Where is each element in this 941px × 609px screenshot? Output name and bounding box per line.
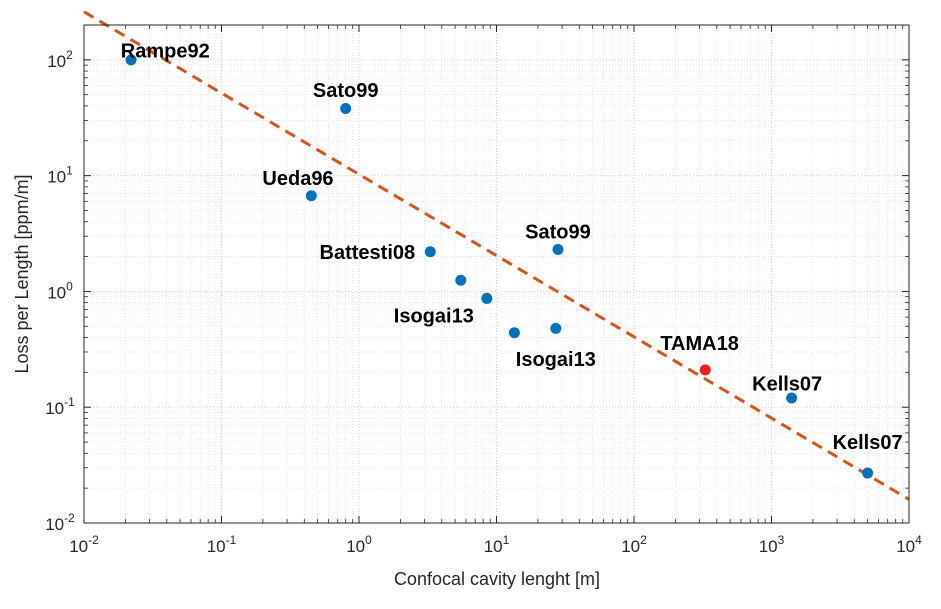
y-tick-label: 102 — [47, 48, 73, 71]
data-point — [862, 467, 874, 479]
x-tick-label: 10-2 — [69, 533, 99, 556]
data-point — [340, 103, 352, 115]
tama18-point — [699, 364, 711, 376]
x-tick-exponent: -2 — [88, 533, 99, 547]
y-tick-base: 10 — [47, 168, 66, 187]
x-axis-title: Confocal cavity lenght [m] — [394, 569, 600, 589]
x-tick-base: 10 — [69, 537, 88, 556]
x-tick-base: 10 — [484, 537, 503, 556]
x-tick-exponent: 2 — [640, 533, 647, 547]
x-tick-base: 10 — [346, 537, 365, 556]
x-tick-exponent: 0 — [365, 533, 372, 547]
y-tick-base: 10 — [47, 283, 66, 302]
x-tick-label: 102 — [621, 533, 647, 556]
data-point — [455, 274, 467, 286]
y-tick-label: 101 — [47, 164, 73, 187]
y-tick-exponent: -1 — [64, 395, 75, 409]
data-points — [125, 54, 874, 479]
x-tick-exponent: 3 — [778, 533, 785, 547]
x-tick-label: 104 — [896, 533, 922, 556]
point-label: Kells07 — [833, 432, 903, 454]
point-label: Isogai13 — [394, 305, 474, 327]
x-tick-base: 10 — [759, 537, 778, 556]
y-tick-exponent: 0 — [66, 279, 73, 293]
y-tick-label: 10-2 — [45, 511, 75, 534]
data-point — [786, 392, 798, 404]
data-point — [125, 54, 137, 66]
data-point — [552, 244, 564, 256]
y-tick-base: 10 — [47, 52, 66, 71]
data-point — [305, 190, 317, 202]
y-tick-exponent: 1 — [66, 164, 73, 178]
y-tick-exponent: 2 — [66, 48, 73, 62]
data-point — [424, 246, 436, 258]
point-label: TAMA18 — [660, 333, 739, 355]
y-tick-exponent: -2 — [64, 511, 75, 525]
x-tick-label: 100 — [346, 533, 372, 556]
y-tick-base: 10 — [45, 399, 64, 418]
data-point — [508, 327, 520, 339]
point-label: Ueda96 — [262, 168, 333, 190]
data-point — [481, 292, 493, 304]
point-label: Kells07 — [752, 374, 822, 396]
axis-ticks — [83, 25, 910, 524]
point-label: Sato99 — [525, 221, 591, 243]
y-tick-label: 10-1 — [45, 395, 75, 418]
point-labels: Rampe92 Sato99 Ueda96 Battesti08 Sato99 Isoga… — [121, 41, 903, 454]
fit-line — [83, 10, 910, 501]
point-label: Battesti08 — [320, 242, 416, 264]
fit-line-group — [83, 10, 910, 501]
x-tick-label: 103 — [759, 533, 785, 556]
x-tick-exponent: 1 — [503, 533, 510, 547]
y-tick-label: 100 — [47, 279, 73, 302]
x-tick-exponent: -1 — [226, 533, 237, 547]
x-tick-base: 10 — [621, 537, 640, 556]
y-tick-base: 10 — [45, 515, 64, 534]
point-label: Rampe92 — [121, 41, 210, 63]
y-axis-title: Loss per Length [ppm/m] — [12, 174, 32, 373]
x-tick-label: 101 — [484, 533, 510, 556]
data-point — [550, 322, 562, 334]
x-tick-base: 10 — [207, 537, 226, 556]
x-tick-label: 10-1 — [207, 533, 237, 556]
x-tick-exponent: 4 — [915, 533, 922, 547]
point-label: Sato99 — [313, 80, 379, 102]
x-tick-base: 10 — [896, 537, 915, 556]
point-label: Isogai13 — [516, 349, 596, 371]
x-tick-labels: 10-2 10-1 100 101 102 103 104 — [69, 533, 922, 556]
